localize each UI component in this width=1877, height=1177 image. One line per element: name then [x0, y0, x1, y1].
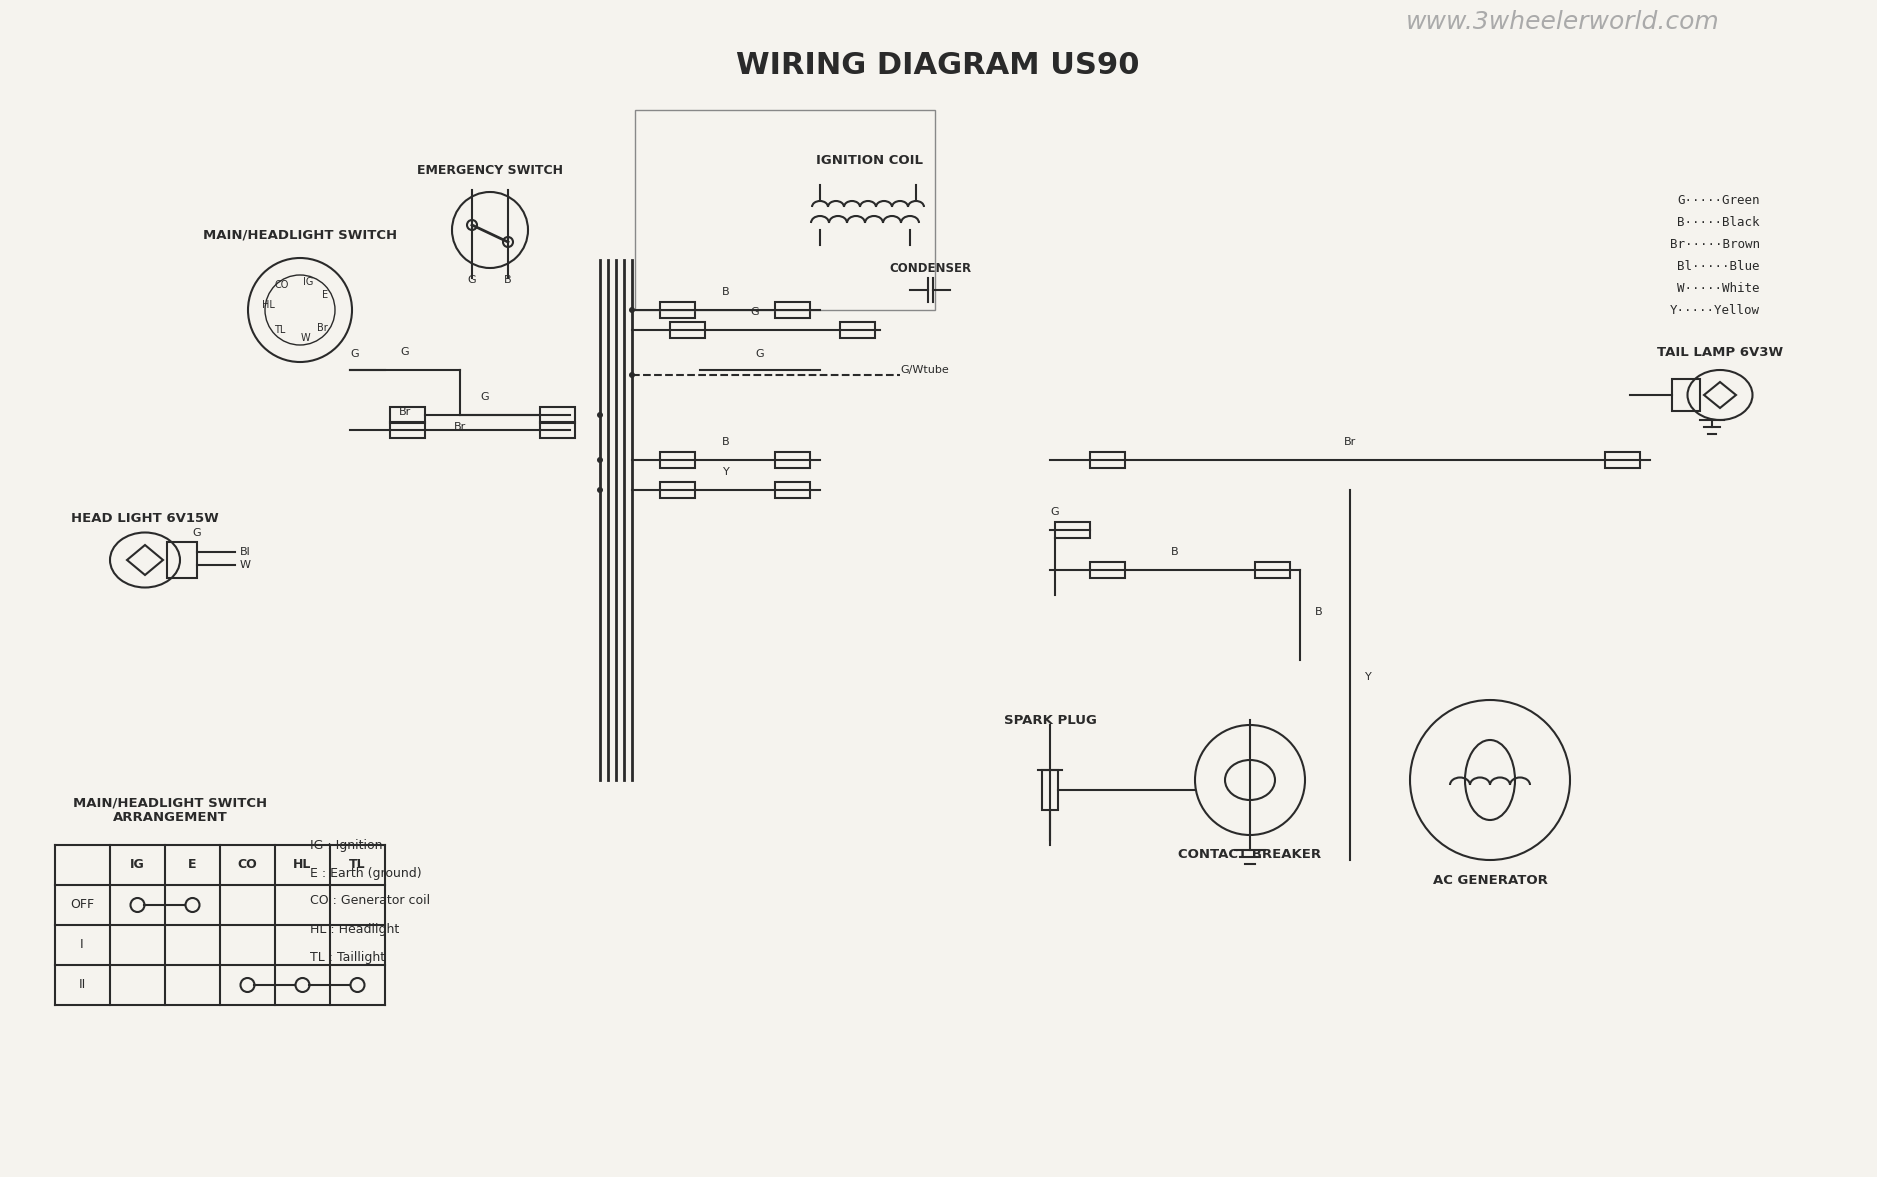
Text: B: B	[1171, 547, 1179, 557]
Bar	[1091, 452, 1124, 468]
Bar	[1672, 379, 1701, 411]
Text: G/Wtube: G/Wtube	[899, 365, 948, 375]
Bar	[167, 541, 197, 578]
Text: B: B	[723, 437, 730, 447]
Text: B·····Black: B·····Black	[1678, 215, 1761, 228]
Bar	[661, 452, 694, 468]
Text: TL: TL	[274, 325, 285, 335]
Text: EMERGENCY SWITCH: EMERGENCY SWITCH	[417, 164, 563, 177]
Text: IG: IG	[130, 858, 145, 871]
Text: G: G	[351, 350, 359, 359]
Text: Bl·····Blue: Bl·····Blue	[1678, 259, 1761, 273]
Text: B: B	[723, 287, 730, 297]
Text: CONTACT BREAKER: CONTACT BREAKER	[1179, 849, 1321, 862]
Text: G: G	[193, 528, 201, 538]
Text: G: G	[481, 392, 490, 403]
Text: Y·····Yellow: Y·····Yellow	[1671, 304, 1761, 317]
Text: CO : Generator coil: CO : Generator coil	[310, 895, 430, 907]
Bar	[1055, 523, 1091, 538]
Text: Bl: Bl	[240, 547, 252, 557]
Text: IG : Ignition: IG : Ignition	[310, 838, 383, 851]
Text: B: B	[505, 275, 512, 285]
Text: CO: CO	[238, 858, 257, 871]
Text: B: B	[1316, 607, 1323, 617]
Bar	[775, 452, 811, 468]
Bar	[1256, 561, 1289, 578]
Text: HL: HL	[261, 300, 274, 310]
Text: TAIL LAMP 6V3W: TAIL LAMP 6V3W	[1657, 346, 1783, 359]
Text: W: W	[300, 333, 310, 343]
Bar	[661, 302, 694, 318]
Text: HEAD LIGHT 6V15W: HEAD LIGHT 6V15W	[71, 512, 220, 525]
Bar	[1605, 452, 1640, 468]
Text: II: II	[79, 978, 86, 991]
Circle shape	[629, 372, 634, 378]
Text: G·····Green: G·····Green	[1678, 193, 1761, 206]
Bar	[634, 109, 935, 310]
Text: HL: HL	[293, 858, 312, 871]
Text: Y: Y	[1365, 672, 1372, 681]
Text: IGNITION COIL: IGNITION COIL	[816, 153, 923, 166]
Text: MAIN/HEADLIGHT SWITCH
ARRANGEMENT: MAIN/HEADLIGHT SWITCH ARRANGEMENT	[73, 796, 267, 824]
Text: OFF: OFF	[69, 898, 94, 911]
Bar	[541, 407, 574, 423]
Text: SPARK PLUG: SPARK PLUG	[1004, 713, 1096, 726]
Bar	[390, 423, 424, 438]
Text: Y: Y	[723, 467, 730, 477]
Bar	[775, 483, 811, 498]
Text: CO: CO	[274, 280, 289, 290]
Bar	[661, 483, 694, 498]
Text: TL : Taillight: TL : Taillight	[310, 951, 385, 964]
Text: CONDENSER: CONDENSER	[890, 261, 970, 274]
Bar	[775, 302, 811, 318]
Text: I: I	[81, 938, 84, 951]
Text: G: G	[1051, 507, 1059, 517]
Text: HL : Headlight: HL : Headlight	[310, 923, 400, 936]
Text: G: G	[756, 350, 764, 359]
Circle shape	[629, 307, 634, 313]
Text: TL: TL	[349, 858, 366, 871]
Text: Br: Br	[317, 322, 327, 333]
Text: Br: Br	[400, 407, 411, 417]
Text: Br·····Brown: Br·····Brown	[1671, 238, 1761, 251]
Text: G: G	[467, 275, 477, 285]
Text: WIRING DIAGRAM US90: WIRING DIAGRAM US90	[736, 51, 1139, 80]
Bar	[670, 322, 706, 338]
Circle shape	[597, 412, 603, 418]
Text: E: E	[188, 858, 197, 871]
Text: W: W	[240, 560, 252, 570]
Bar	[1091, 561, 1124, 578]
Text: AC GENERATOR: AC GENERATOR	[1432, 873, 1547, 886]
Text: G: G	[751, 307, 760, 317]
Circle shape	[597, 487, 603, 493]
Text: MAIN/HEADLIGHT SWITCH: MAIN/HEADLIGHT SWITCH	[203, 228, 398, 241]
Text: E: E	[323, 290, 328, 300]
Text: E : Earth (ground): E : Earth (ground)	[310, 866, 422, 879]
Bar	[1042, 770, 1059, 810]
Text: www.3wheelerworld.com: www.3wheelerworld.com	[1406, 9, 1719, 34]
Bar	[541, 423, 574, 438]
Text: W·····White: W·····White	[1678, 281, 1761, 294]
Circle shape	[597, 457, 603, 463]
Text: G: G	[400, 347, 409, 357]
Text: Br: Br	[454, 423, 465, 432]
Bar	[390, 407, 424, 423]
Text: Br: Br	[1344, 437, 1355, 447]
Bar	[841, 322, 875, 338]
Text: IG: IG	[302, 277, 313, 287]
